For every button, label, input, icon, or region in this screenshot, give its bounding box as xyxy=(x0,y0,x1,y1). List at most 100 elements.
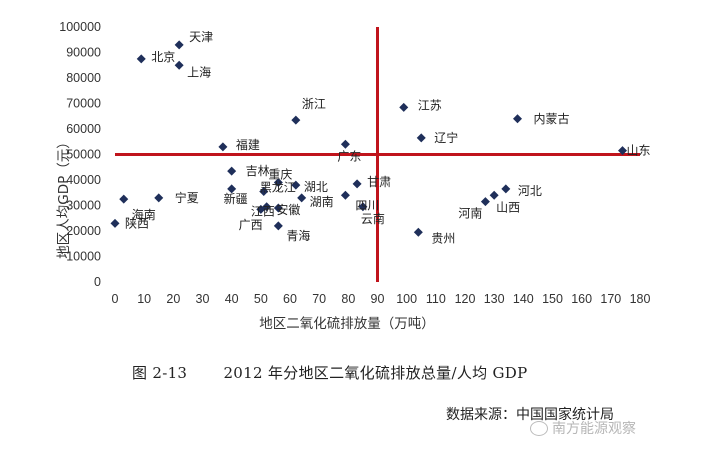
data-point-label: 江西 xyxy=(251,204,275,218)
data-point-label: 重庆 xyxy=(268,168,292,182)
data-point-marker xyxy=(291,115,301,125)
data-point-label: 安徽 xyxy=(276,202,300,217)
y-tick-label: 40000 xyxy=(66,173,101,187)
data-point-label: 云南 xyxy=(361,211,385,226)
figure-caption: 图 2-13 2012 年分地区二氧化硫排放总量/人均 GDP xyxy=(132,362,528,383)
y-tick-label: 90000 xyxy=(66,46,101,60)
x-tick-label: 0 xyxy=(112,292,119,306)
data-point-marker xyxy=(291,180,301,190)
data-point-marker xyxy=(340,139,350,149)
data-point-label: 河北 xyxy=(518,184,542,198)
wechat-icon xyxy=(530,420,548,436)
y-tick-label: 100000 xyxy=(59,20,101,34)
data-point-marker xyxy=(273,203,283,213)
data-point-marker xyxy=(501,184,511,194)
data-point-label: 山东 xyxy=(627,144,651,158)
data-point-marker xyxy=(352,179,362,189)
x-tick-label: 130 xyxy=(484,292,505,306)
data-point-label: 吉林 xyxy=(246,164,270,178)
data-point-marker xyxy=(227,184,237,194)
data-point-marker xyxy=(218,142,228,152)
data-point-label: 陕西 xyxy=(125,215,149,230)
x-tick-label: 90 xyxy=(371,292,385,306)
watermark-text: 南方能源观察 xyxy=(552,421,636,437)
x-tick-label: 150 xyxy=(542,292,563,306)
data-point-label: 河南 xyxy=(458,206,482,221)
y-tick-label: 0 xyxy=(94,275,101,289)
x-tick-label: 100 xyxy=(396,292,417,306)
data-point-marker xyxy=(297,193,307,203)
data-point-label: 贵州 xyxy=(431,231,455,245)
y-tick-label: 20000 xyxy=(66,224,101,238)
data-point-label: 宁夏 xyxy=(175,190,199,205)
data-point-marker xyxy=(174,40,184,50)
watermark: 南方能源观察 xyxy=(530,418,636,438)
data-point-label: 湖南 xyxy=(310,194,334,209)
x-tick-label: 60 xyxy=(283,292,297,306)
data-point-marker xyxy=(136,54,146,64)
data-point-marker xyxy=(110,218,120,228)
data-point-label: 北京 xyxy=(151,50,175,64)
x-tick-label: 160 xyxy=(571,292,592,306)
x-tick-label: 140 xyxy=(513,292,534,306)
data-point-label: 新疆 xyxy=(224,191,248,206)
y-tick-label: 50000 xyxy=(66,148,101,162)
x-tick-label: 180 xyxy=(630,292,651,306)
y-tick-label: 30000 xyxy=(66,199,101,213)
figure-title: 2012 年分地区二氧化硫排放总量/人均 GDP xyxy=(223,364,528,382)
x-axis-title: 地区二氧化硫排放量（万吨） xyxy=(259,316,435,332)
data-point-label: 江苏 xyxy=(418,98,442,112)
y-axis-title: 地区人均GDP（元） xyxy=(56,135,72,259)
data-point-marker xyxy=(259,186,269,196)
data-point-label: 黑龙江 xyxy=(260,180,296,194)
data-point-label: 天津 xyxy=(189,30,213,44)
data-point-marker xyxy=(273,221,283,231)
reference-lines xyxy=(115,27,640,282)
x-tick-label: 110 xyxy=(426,292,446,306)
y-axis: 0 10000 20000 30000 40000 50000 60000 70000 8000… xyxy=(59,20,101,289)
figure-number: 图 2-13 xyxy=(132,364,188,382)
x-tick-label: 170 xyxy=(600,292,621,306)
data-point-marker xyxy=(618,146,627,156)
data-point-label: 海南 xyxy=(132,207,156,222)
data-point-marker xyxy=(413,227,423,237)
y-tick-label: 60000 xyxy=(66,122,101,136)
y-tick-label: 70000 xyxy=(66,97,101,111)
data-points xyxy=(110,40,627,237)
data-point-marker xyxy=(227,166,237,176)
data-point-label: 湖北 xyxy=(304,179,328,194)
data-point-label: 上海 xyxy=(187,64,211,79)
x-tick-label: 70 xyxy=(312,292,326,306)
data-point-label: 甘肃 xyxy=(367,175,391,189)
data-point-label: 广东 xyxy=(337,149,361,163)
x-tick-label: 20 xyxy=(166,292,180,306)
data-point-marker xyxy=(273,178,283,188)
data-point-marker xyxy=(154,193,164,203)
data-point-label: 浙江 xyxy=(302,97,326,111)
x-tick-label: 30 xyxy=(196,292,210,306)
y-tick-label: 80000 xyxy=(66,71,101,85)
data-point-label: 内蒙古 xyxy=(534,111,570,126)
data-point-label: 四川 xyxy=(355,198,379,212)
data-point-label: 山西 xyxy=(496,200,520,214)
data-point-label: 青海 xyxy=(286,228,310,243)
data-point-label: 辽宁 xyxy=(434,130,458,145)
data-source: 数据来源：中国国家统计局 xyxy=(446,407,614,423)
data-point-marker xyxy=(262,202,272,212)
x-tick-label: 10 xyxy=(137,292,151,306)
y-tick-label: 10000 xyxy=(66,250,101,264)
data-point-marker xyxy=(399,102,409,112)
x-tick-label: 120 xyxy=(455,292,476,306)
x-tick-label: 50 xyxy=(254,292,268,306)
data-point-marker xyxy=(416,133,426,143)
data-point-label: 广西 xyxy=(239,218,263,232)
data-point-marker xyxy=(174,60,184,70)
scatter-chart: 0100002000030000400005000060000700008000… xyxy=(56,20,651,332)
data-point-marker xyxy=(119,194,129,204)
x-axis: 0 10 20 30 40 50 60 70 80 90 100 110 120 130 140 150 160… xyxy=(112,292,651,306)
data-point-marker xyxy=(480,197,490,207)
x-tick-label: 40 xyxy=(225,292,239,306)
data-point-marker xyxy=(513,114,522,124)
x-tick-label: 80 xyxy=(341,292,355,306)
